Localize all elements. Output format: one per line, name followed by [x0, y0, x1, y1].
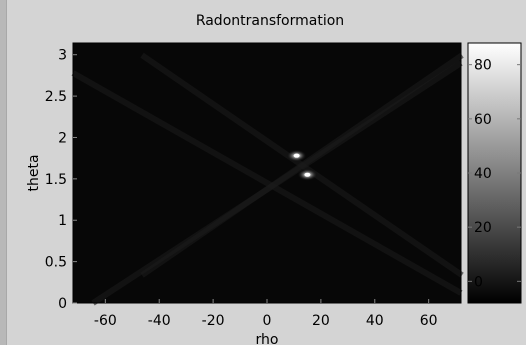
x-tick-label: 20 [312, 313, 330, 329]
y-tick-label: 3 [58, 48, 67, 64]
y-axis-label: theta [26, 154, 42, 191]
colorbar-tick-label: 40 [474, 166, 492, 182]
heatmap-background [73, 43, 461, 303]
colorbar-tick-label: 80 [474, 58, 492, 74]
x-tick-label: -20 [202, 313, 225, 329]
colorbar-ticks: 0 20 40 60 80 [468, 58, 521, 290]
x-tick-label: 40 [366, 313, 384, 329]
colorbar: 0 20 40 60 80 [467, 42, 522, 304]
y-tick-label: 1.5 [45, 172, 67, 188]
colorbar-tick-label: 0 [474, 274, 483, 290]
x-tick-label: 0 [263, 313, 272, 329]
y-tick-label: 0 [58, 296, 67, 312]
colorbar-tick-label: 60 [474, 112, 492, 128]
x-axis: -60 -40 -20 0 20 40 60 [94, 299, 438, 329]
chart-title: Radontransformation [196, 13, 344, 29]
heatmap-peak [304, 172, 311, 177]
plot-area [71, 42, 464, 306]
heatmap-streak [140, 52, 464, 278]
heatmap-peaks [286, 149, 318, 181]
heatmap-streak [71, 70, 463, 296]
x-axis-label: rho [256, 332, 279, 345]
y-tick-label: 2.5 [45, 89, 67, 105]
y-axis: 0 0.5 1 1.5 2 2.5 3 [45, 48, 77, 312]
colorbar-tick-label: 20 [474, 220, 492, 236]
sinogram-streaks [71, 52, 464, 306]
y-tick-label: 2 [58, 130, 67, 146]
x-tick-label: -40 [148, 313, 171, 329]
x-tick-label: -60 [94, 313, 117, 329]
y-tick-label: 1 [58, 213, 67, 229]
colorbar-gradient [467, 42, 522, 304]
heatmap-peak [293, 153, 300, 158]
x-tick-label: 60 [420, 313, 438, 329]
window-edge [0, 0, 7, 345]
y-tick-label: 0.5 [45, 255, 67, 271]
